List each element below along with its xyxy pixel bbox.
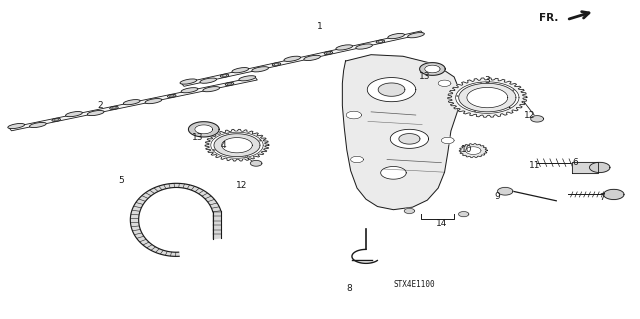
Polygon shape xyxy=(456,82,519,113)
Polygon shape xyxy=(604,189,624,199)
Polygon shape xyxy=(213,211,221,239)
Ellipse shape xyxy=(326,52,331,54)
Polygon shape xyxy=(342,55,461,210)
Ellipse shape xyxy=(408,33,424,38)
Polygon shape xyxy=(425,65,440,73)
Ellipse shape xyxy=(274,63,279,65)
Circle shape xyxy=(213,149,216,151)
Text: 10: 10 xyxy=(461,145,472,154)
Polygon shape xyxy=(420,63,445,75)
Polygon shape xyxy=(465,147,481,154)
Polygon shape xyxy=(460,144,487,158)
Ellipse shape xyxy=(388,33,404,39)
Polygon shape xyxy=(188,122,219,137)
Text: 6: 6 xyxy=(573,158,579,167)
Text: 14: 14 xyxy=(436,219,447,228)
Text: 1: 1 xyxy=(317,22,323,31)
Ellipse shape xyxy=(180,79,196,84)
Text: FR.: FR. xyxy=(539,13,558,23)
Ellipse shape xyxy=(109,106,118,109)
Ellipse shape xyxy=(200,78,216,83)
Text: 9: 9 xyxy=(495,191,500,201)
Polygon shape xyxy=(390,129,429,148)
Ellipse shape xyxy=(8,123,24,129)
Polygon shape xyxy=(221,137,252,153)
Polygon shape xyxy=(9,77,257,131)
Ellipse shape xyxy=(220,74,228,77)
Ellipse shape xyxy=(227,83,232,85)
Text: 2: 2 xyxy=(97,101,102,110)
Circle shape xyxy=(259,140,261,141)
Ellipse shape xyxy=(111,107,116,109)
Text: 13: 13 xyxy=(191,133,203,142)
Polygon shape xyxy=(404,208,415,213)
Polygon shape xyxy=(131,183,221,256)
Text: 3: 3 xyxy=(484,76,490,85)
Ellipse shape xyxy=(54,119,58,121)
Ellipse shape xyxy=(170,95,174,97)
Text: 12: 12 xyxy=(236,181,248,190)
Ellipse shape xyxy=(324,51,333,55)
Ellipse shape xyxy=(145,99,162,104)
Polygon shape xyxy=(351,156,364,163)
Ellipse shape xyxy=(239,76,256,81)
Polygon shape xyxy=(399,134,420,144)
Polygon shape xyxy=(250,160,262,166)
Ellipse shape xyxy=(65,112,83,117)
Polygon shape xyxy=(381,167,406,179)
Text: 11: 11 xyxy=(529,161,540,170)
Polygon shape xyxy=(438,80,451,86)
Polygon shape xyxy=(459,83,516,112)
Text: 5: 5 xyxy=(118,176,124,185)
Ellipse shape xyxy=(252,67,269,72)
Ellipse shape xyxy=(304,55,321,61)
Text: 8: 8 xyxy=(346,284,352,293)
Ellipse shape xyxy=(222,75,227,77)
Polygon shape xyxy=(181,31,424,86)
Ellipse shape xyxy=(29,122,46,128)
Ellipse shape xyxy=(284,56,301,62)
Ellipse shape xyxy=(509,107,511,108)
Polygon shape xyxy=(497,188,513,195)
Polygon shape xyxy=(531,116,543,122)
Ellipse shape xyxy=(124,100,140,105)
Ellipse shape xyxy=(376,40,385,43)
Polygon shape xyxy=(378,83,405,96)
Text: 12: 12 xyxy=(524,111,535,120)
Polygon shape xyxy=(346,111,362,119)
Text: 7: 7 xyxy=(600,193,605,202)
Polygon shape xyxy=(211,132,263,158)
Polygon shape xyxy=(467,87,508,108)
Ellipse shape xyxy=(87,110,104,115)
Ellipse shape xyxy=(225,82,234,85)
Polygon shape xyxy=(214,134,260,157)
Polygon shape xyxy=(572,162,598,173)
Polygon shape xyxy=(195,125,212,134)
Ellipse shape xyxy=(168,94,176,98)
Ellipse shape xyxy=(272,63,281,66)
Polygon shape xyxy=(205,129,269,161)
Text: STX4E1100: STX4E1100 xyxy=(394,279,435,288)
Polygon shape xyxy=(589,162,610,173)
Text: 4: 4 xyxy=(220,141,226,150)
Ellipse shape xyxy=(474,111,476,112)
Circle shape xyxy=(227,133,228,135)
Circle shape xyxy=(245,156,248,157)
Ellipse shape xyxy=(203,87,220,92)
Ellipse shape xyxy=(378,41,383,42)
Ellipse shape xyxy=(52,118,60,122)
Ellipse shape xyxy=(181,88,198,93)
Ellipse shape xyxy=(232,68,249,73)
Polygon shape xyxy=(442,137,454,144)
Polygon shape xyxy=(459,211,468,217)
Ellipse shape xyxy=(356,44,372,49)
Polygon shape xyxy=(367,78,416,102)
Text: 13: 13 xyxy=(419,72,431,81)
Ellipse shape xyxy=(336,45,353,50)
Polygon shape xyxy=(448,78,527,117)
